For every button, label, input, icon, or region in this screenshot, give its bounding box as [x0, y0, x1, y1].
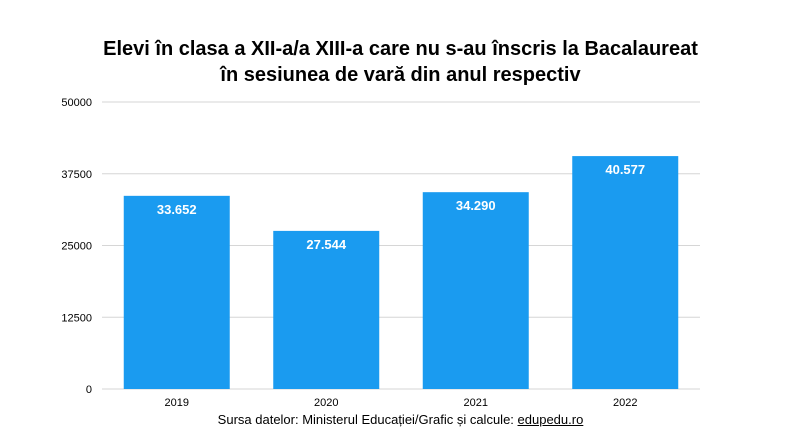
x-tick-label: 2022	[613, 397, 637, 409]
y-tick-label: 37500	[61, 169, 92, 181]
chart-title-line-2: în sesiunea de vară din anul respectiv	[220, 64, 581, 86]
bar-2020	[273, 230, 380, 389]
data-label: 27.544	[306, 237, 347, 252]
data-label: 33.652	[157, 202, 197, 217]
y-tick-label: 25000	[61, 241, 92, 253]
chart-title-line-1: Elevi în clasa a XII-a/a XIII-a care nu …	[103, 38, 698, 60]
x-tick-label: 2021	[464, 397, 488, 409]
source-link[interactable]: edupedu.ro	[517, 412, 584, 427]
source-text: Sursa datelor: Ministerul Educației/Graf…	[217, 412, 518, 427]
x-tick-label: 2019	[165, 397, 189, 409]
bar-2019	[123, 195, 230, 389]
bar-2022	[572, 156, 679, 389]
y-tick-label: 12500	[61, 312, 92, 324]
bar-2021	[422, 192, 529, 389]
data-label: 40.577	[605, 162, 645, 177]
data-label: 34.290	[456, 198, 496, 213]
x-tick-label: 2020	[314, 397, 338, 409]
chart-title: Elevi în clasa a XII-a/a XIII-a care nu …	[0, 36, 801, 88]
source-note: Sursa datelor: Ministerul Educației/Graf…	[0, 412, 801, 427]
y-tick-label: 50000	[61, 97, 92, 109]
y-tick-label: 0	[86, 384, 92, 396]
